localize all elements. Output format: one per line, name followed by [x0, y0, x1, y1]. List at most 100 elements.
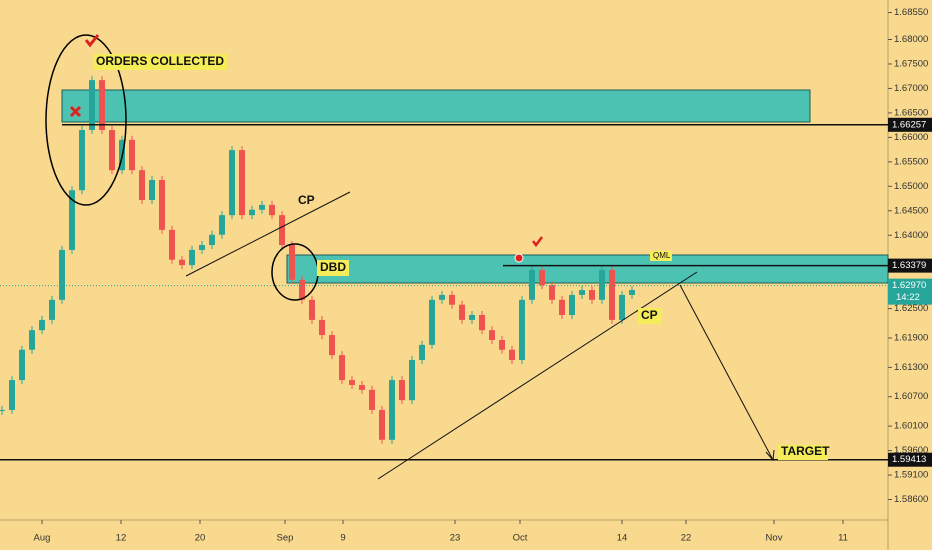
candle-body — [259, 204, 265, 210]
candle-body — [349, 380, 355, 385]
candle-body — [489, 330, 495, 340]
check-mark — [532, 236, 543, 248]
candle-body — [139, 170, 145, 201]
candle-body — [179, 259, 185, 266]
candle-body — [79, 130, 85, 191]
x-tick-label: 9 — [340, 533, 345, 544]
candle-body — [459, 304, 465, 320]
candle-body — [169, 229, 175, 260]
x-tick-label: 12 — [116, 533, 127, 544]
candle-body — [209, 234, 215, 246]
y-tick-label: 1.58600 — [894, 494, 928, 505]
annotation: CP — [641, 308, 658, 322]
candle-body — [329, 335, 335, 356]
highlight-ellipse — [45, 34, 127, 206]
trend-line — [377, 271, 698, 480]
x-tick-label: Nov — [766, 533, 783, 544]
level-box — [888, 452, 932, 467]
x-tick-label: 14 — [617, 533, 628, 544]
y-tick-label: 1.68550 — [894, 7, 928, 18]
annotation: TARGET — [781, 444, 830, 458]
candle-body — [29, 330, 35, 350]
axes: 1.68550 1.68000 1.67500 1.67000 1.66500 1.660… — [34, 7, 929, 543]
annotation: QML — [653, 251, 671, 260]
candle-body — [0, 409, 5, 411]
candle-body — [439, 294, 445, 300]
candle-body — [9, 380, 15, 410]
candle-body — [589, 290, 595, 300]
candle-body — [519, 299, 525, 361]
label-box — [778, 445, 828, 460]
candle-body — [599, 269, 605, 300]
candle-body — [619, 294, 625, 320]
y-tick-label: 1.65500 — [894, 156, 928, 167]
candle-body — [529, 269, 535, 300]
y-tick-label: 1.60100 — [894, 421, 928, 432]
candle-body — [559, 299, 565, 316]
y-tick-label: 1.61900 — [894, 333, 928, 344]
candle-body — [199, 245, 205, 250]
y-tick-label: 1.66000 — [894, 132, 928, 143]
marker — [514, 253, 524, 263]
candle-body — [99, 80, 105, 131]
y-tick-label: 1.59100 — [894, 470, 928, 481]
candle-body — [449, 294, 455, 305]
current-price-box — [888, 278, 932, 305]
candle-body — [409, 360, 415, 401]
y-tick-label: 1.67000 — [894, 83, 928, 94]
x-tick-label: Sep — [277, 533, 294, 544]
trend-line — [185, 191, 351, 277]
candle-body — [359, 384, 365, 390]
label-box — [93, 54, 227, 70]
candle-body — [609, 269, 615, 320]
level-label: 1.59413 — [892, 454, 926, 465]
candle-body — [369, 389, 375, 410]
x-tick-label: 11 — [838, 533, 848, 544]
x-tick-label: 22 — [681, 533, 692, 544]
x-tick-label: 23 — [450, 533, 461, 544]
cross-mark — [69, 105, 82, 118]
candle-body — [389, 380, 395, 440]
candle-body — [539, 269, 545, 286]
candle-body — [219, 215, 225, 235]
y-tick-label: 1.60700 — [894, 391, 928, 402]
arrow-line — [679, 284, 774, 461]
candle-body — [629, 290, 635, 295]
candle-body — [89, 80, 95, 131]
countdown: 14:22 — [896, 292, 920, 303]
candle-body — [159, 179, 165, 230]
y-tick-label: 1.59600 — [894, 445, 928, 456]
candle-body — [39, 319, 45, 331]
candle-body — [249, 209, 255, 216]
dbd-zone — [286, 254, 889, 284]
supply-zone — [61, 89, 811, 123]
candle-body — [469, 315, 475, 320]
candle-body — [399, 380, 405, 401]
candle-body — [509, 349, 515, 361]
current-price-label: 1.62970 — [892, 280, 926, 291]
candle-body — [499, 339, 505, 350]
y-tick-label: 1.65000 — [894, 181, 928, 192]
level-label: 1.63379 — [892, 260, 926, 271]
x-tick-label: 20 — [195, 533, 206, 544]
candle-body — [279, 215, 285, 246]
candle-body — [19, 349, 25, 381]
candle-body — [319, 319, 325, 336]
candle-body — [579, 290, 585, 295]
y-tick-label: 1.66500 — [894, 107, 928, 118]
level-box — [888, 117, 932, 132]
y-tick-label: 1.62500 — [894, 303, 928, 314]
candle-body — [149, 179, 155, 201]
candle-body — [309, 299, 315, 320]
y-tick-label: 1.64000 — [894, 230, 928, 241]
candle-body — [239, 150, 245, 216]
label-box — [638, 308, 662, 324]
candle-body — [479, 315, 485, 331]
candle-body — [339, 355, 345, 381]
candle-body — [59, 249, 65, 300]
y-tick-label: 1.61300 — [894, 362, 928, 373]
candle-body — [49, 299, 55, 320]
